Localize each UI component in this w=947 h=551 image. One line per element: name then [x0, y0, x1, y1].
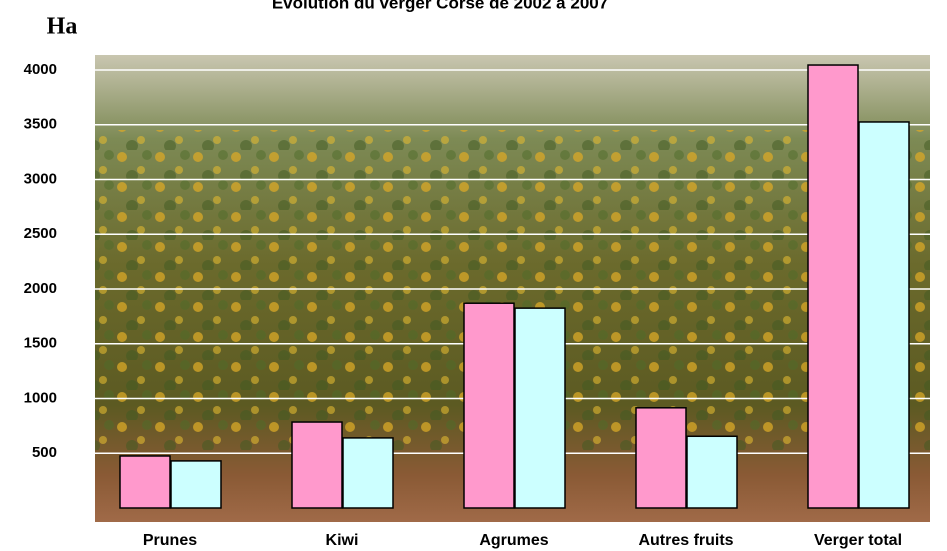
x-tick-label: Agrumes — [479, 532, 548, 549]
bar — [464, 303, 514, 508]
bar — [120, 456, 170, 508]
x-tick-label: Verger total — [814, 532, 902, 549]
y-tick-label: 3000 — [24, 170, 57, 187]
y-tick-label: 1000 — [24, 389, 57, 406]
y-tick-label: 3500 — [24, 116, 57, 133]
x-tick-label: Autres fruits — [638, 532, 733, 549]
y-tick-label: 4000 — [24, 61, 57, 78]
chart-title: Evolution du verger Corse de 2002 à 2007 — [272, 0, 608, 12]
bar — [687, 436, 737, 508]
bar — [515, 308, 565, 508]
y-tick-label: 1500 — [24, 335, 57, 352]
y-tick-label: 500 — [32, 444, 57, 461]
y-axis-label: Ha — [47, 14, 78, 40]
x-tick-label: Prunes — [143, 532, 197, 549]
y-tick-label: 2500 — [24, 225, 57, 242]
x-tick-label: Kiwi — [326, 532, 359, 549]
bar — [808, 65, 858, 508]
bar — [292, 422, 342, 508]
bar — [636, 408, 686, 508]
chart: Ha Evolution du verger Corse de 2002 à 2… — [0, 0, 947, 551]
y-tick-label: 2000 — [24, 280, 57, 297]
bar — [343, 438, 393, 508]
bar — [171, 461, 221, 508]
bar — [859, 122, 909, 508]
